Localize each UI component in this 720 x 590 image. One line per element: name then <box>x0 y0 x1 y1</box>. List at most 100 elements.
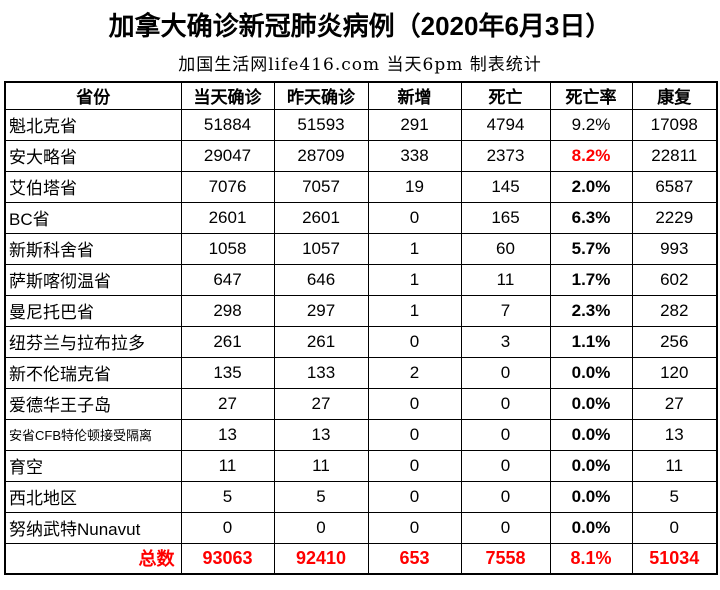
cell-recovered: 11 <box>631 449 718 482</box>
cell-recovered: 51034 <box>631 542 718 575</box>
cell-province: 艾伯塔省 <box>4 170 182 203</box>
cell-today: 0 <box>180 511 275 544</box>
cell-yesterday: 5 <box>273 480 369 513</box>
cell-deaths: 2373 <box>460 139 551 172</box>
cell-deaths: 3 <box>460 325 551 358</box>
cell-province: BC省 <box>4 201 182 234</box>
cell-death_rate: 8.2% <box>549 139 633 172</box>
cell-province: 爱德华王子岛 <box>4 387 182 420</box>
col-header-new: 新增 <box>367 81 462 110</box>
cell-yesterday: 51593 <box>273 108 369 141</box>
cell-new: 2 <box>367 356 462 389</box>
cell-death_rate: 0.0% <box>549 387 633 420</box>
cell-today: 27 <box>180 387 275 420</box>
cell-new: 19 <box>367 170 462 203</box>
cell-deaths: 7 <box>460 294 551 327</box>
table-row: 新斯科舍省 1058 1057 1 60 5.7% 993 <box>4 232 718 265</box>
cell-new: 0 <box>367 325 462 358</box>
table-row: BC省 2601 2601 0 165 6.3% 2229 <box>4 201 718 234</box>
cell-death_rate: 6.3% <box>549 201 633 234</box>
table-row: 曼尼托巴省 298 297 1 7 2.3% 282 <box>4 294 718 327</box>
cell-recovered: 27 <box>631 387 718 420</box>
cell-today: 13 <box>180 418 275 451</box>
cell-deaths: 60 <box>460 232 551 265</box>
cell-province: 萨斯喀彻温省 <box>4 263 182 296</box>
cell-recovered: 0 <box>631 511 718 544</box>
cell-deaths: 0 <box>460 511 551 544</box>
table-row: 艾伯塔省 7076 7057 19 145 2.0% 6587 <box>4 170 718 203</box>
table-row: 魁北克省 51884 51593 291 4794 9.2% 17098 <box>4 108 718 141</box>
page-title: 加拿大确诊新冠肺炎病例（2020年6月3日） <box>108 11 612 41</box>
cell-new: 0 <box>367 387 462 420</box>
cell-deaths: 0 <box>460 480 551 513</box>
cell-death_rate: 1.7% <box>549 263 633 296</box>
table-row: 萨斯喀彻温省 647 646 1 11 1.7% 602 <box>4 263 718 296</box>
cell-new: 0 <box>367 449 462 482</box>
cell-today: 7076 <box>180 170 275 203</box>
col-header-province: 省份 <box>4 81 182 110</box>
cell-new: 1 <box>367 294 462 327</box>
cell-province: 纽芬兰与拉布拉多 <box>4 325 182 358</box>
cell-recovered: 17098 <box>631 108 718 141</box>
cell-yesterday: 1057 <box>273 232 369 265</box>
cell-new: 291 <box>367 108 462 141</box>
cell-province: 安省CFB特伦顿接受隔离 <box>4 418 182 451</box>
cell-deaths: 145 <box>460 170 551 203</box>
cell-today: 135 <box>180 356 275 389</box>
page-subtitle: 加国生活网life416.com 当天6pm 制表统计 <box>178 55 542 75</box>
cell-yesterday: 2601 <box>273 201 369 234</box>
table-row: 爱德华王子岛 27 27 0 0 0.0% 27 <box>4 387 718 420</box>
col-header-recovered: 康复 <box>631 81 718 110</box>
col-header-today: 当天确诊 <box>180 81 275 110</box>
table-row: 安大略省 29047 28709 338 2373 8.2% 22811 <box>4 139 718 172</box>
cell-death_rate: 9.2% <box>549 108 633 141</box>
cell-death_rate: 0.0% <box>549 418 633 451</box>
cell-yesterday: 13 <box>273 418 369 451</box>
cell-yesterday: 27 <box>273 387 369 420</box>
cell-province: 曼尼托巴省 <box>4 294 182 327</box>
cell-recovered: 5 <box>631 480 718 513</box>
cell-new: 1 <box>367 232 462 265</box>
cell-province: 安大略省 <box>4 139 182 172</box>
cell-recovered: 22811 <box>631 139 718 172</box>
cell-deaths: 0 <box>460 387 551 420</box>
cell-today: 11 <box>180 449 275 482</box>
cell-deaths: 165 <box>460 201 551 234</box>
cell-today: 5 <box>180 480 275 513</box>
cell-today: 647 <box>180 263 275 296</box>
cell-recovered: 602 <box>631 263 718 296</box>
col-header-death_rate: 死亡率 <box>549 81 633 110</box>
covid-cases-table: 省份 当天确诊 昨天确诊 新增 死亡 死亡率 康复 魁北克省 51884 51593 291 479… <box>4 81 718 575</box>
cell-death_rate: 2.0% <box>549 170 633 203</box>
cell-new: 0 <box>367 201 462 234</box>
cell-deaths: 0 <box>460 418 551 451</box>
cell-death_rate: 0.0% <box>549 511 633 544</box>
cell-today: 51884 <box>180 108 275 141</box>
cell-recovered: 6587 <box>631 170 718 203</box>
cell-death_rate: 0.0% <box>549 356 633 389</box>
cell-deaths: 11 <box>460 263 551 296</box>
cell-province: 魁北克省 <box>4 108 182 141</box>
total-row: 总数 93063 92410 653 7558 8.1% 51034 <box>4 542 718 575</box>
table-row: 努纳武特Nunavut 0 0 0 0 0.0% 0 <box>4 511 718 544</box>
cell-death_rate: 0.0% <box>549 480 633 513</box>
cell-deaths: 0 <box>460 449 551 482</box>
cell-today: 2601 <box>180 201 275 234</box>
cell-province: 育空 <box>4 449 182 482</box>
cell-death_rate: 0.0% <box>549 449 633 482</box>
cell-recovered: 13 <box>631 418 718 451</box>
cell-yesterday: 0 <box>273 511 369 544</box>
cell-recovered: 993 <box>631 232 718 265</box>
cell-yesterday: 7057 <box>273 170 369 203</box>
cell-yesterday: 133 <box>273 356 369 389</box>
cell-death_rate: 5.7% <box>549 232 633 265</box>
table-body: 魁北克省 51884 51593 291 4794 9.2% 17098 安大略省 29047 2… <box>4 108 718 575</box>
cell-yesterday: 646 <box>273 263 369 296</box>
cell-new: 1 <box>367 263 462 296</box>
table-row: 纽芬兰与拉布拉多 261 261 0 3 1.1% 256 <box>4 325 718 358</box>
cell-province: 新不伦瑞克省 <box>4 356 182 389</box>
table-row: 新不伦瑞克省 135 133 2 0 0.0% 120 <box>4 356 718 389</box>
cell-recovered: 282 <box>631 294 718 327</box>
cell-today: 298 <box>180 294 275 327</box>
cell-yesterday: 297 <box>273 294 369 327</box>
